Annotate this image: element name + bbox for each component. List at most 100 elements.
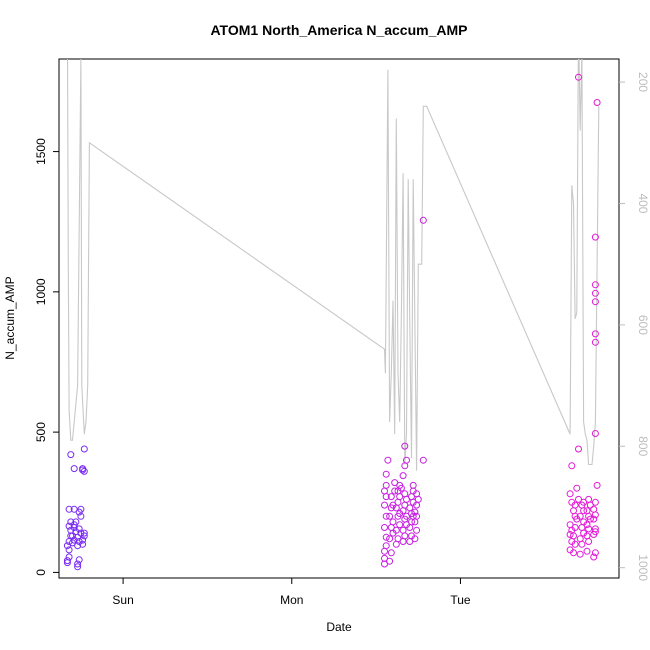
data-point [413,512,421,520]
data-point [75,525,83,533]
data-point [573,484,581,492]
right-axis: 200 400 600 800 1000 [619,72,650,581]
bottom-axis: Sun Mon Tue [112,578,471,607]
trend-line-layer [66,59,600,471]
left-axis: 0 500 1000 1500 [34,138,59,576]
data-point [583,532,591,540]
data-point [593,99,601,106]
data-point [69,532,76,540]
data-point [570,507,577,515]
data-point [411,508,419,516]
y2-tick-label: 1000 [636,554,650,581]
data-point [381,547,388,555]
data-point [77,505,85,513]
data-point [406,504,414,512]
data-point [386,512,394,520]
data-point [591,233,599,241]
data-point [384,456,392,464]
data-point [576,535,584,543]
data-point [381,524,388,531]
data-point [80,445,88,453]
y2-tick-label: 200 [636,72,650,92]
data-point [575,73,582,81]
x-axis-label: Date [326,620,352,634]
data-point [571,524,579,531]
trend-line [66,59,600,471]
data-point [382,512,390,520]
data-point [575,445,582,453]
data-point [575,495,582,503]
data-point [578,540,586,548]
data-point [387,493,395,501]
chart-title: ATOM1 North_America N_accum_AMP [210,22,467,38]
data-point [583,547,591,555]
plot-frame [58,58,620,579]
x-tick-label: Sun [112,593,133,607]
y-tick-label: 1000 [34,278,48,305]
data-point [80,532,88,540]
data-point [566,531,574,538]
data-point [65,505,73,513]
data-point [399,526,407,534]
data-point [585,525,593,533]
data-point [403,456,410,464]
data-point [396,521,404,529]
data-point [394,498,402,506]
data-point [63,557,71,565]
data-point [401,532,409,540]
data-point [590,515,598,523]
data-point [74,542,82,550]
data-point [396,481,404,489]
data-point [386,557,394,565]
data-point [67,451,75,459]
data-point [576,550,584,558]
data-point [591,298,599,306]
data-point [591,430,599,437]
data-point [401,490,409,498]
y2-tick-label: 400 [636,193,650,213]
data-point [387,549,395,557]
data-point [591,338,599,346]
data-point [591,498,599,506]
data-point [382,481,390,489]
data-point [570,549,577,557]
data-point [392,540,400,548]
data-point [591,528,599,536]
data-point [79,465,87,473]
x-tick-label: Mon [280,593,303,607]
data-point [583,521,591,529]
data-point [77,512,85,520]
data-point [571,540,579,548]
data-point [411,535,419,543]
data-point [585,495,593,503]
data-point [591,525,599,533]
data-point [580,498,588,506]
y-tick-label: 1500 [34,138,48,165]
data-point [75,556,83,564]
data-point [568,462,576,470]
data-point [593,481,601,489]
data-point [399,472,407,480]
y2-tick-label: 600 [636,315,650,335]
y-tick-label: 500 [34,422,48,442]
data-point [566,490,574,498]
data-point [576,512,584,520]
y-tick-label: 0 [34,569,48,576]
data-point [381,501,388,509]
data-point [590,505,598,513]
data-point [392,526,400,534]
data-point [65,522,73,530]
y2-tick-label: 800 [636,436,650,456]
points-layer [63,73,601,571]
data-point [382,470,390,478]
y-axis-label: N_accum_AMP [3,276,17,359]
data-point [401,442,409,450]
data-point [570,532,577,540]
data-point [80,529,88,537]
data-point [381,487,388,495]
data-point [79,536,87,544]
data-point [72,518,80,526]
data-point [571,501,579,509]
data-point [419,456,427,464]
